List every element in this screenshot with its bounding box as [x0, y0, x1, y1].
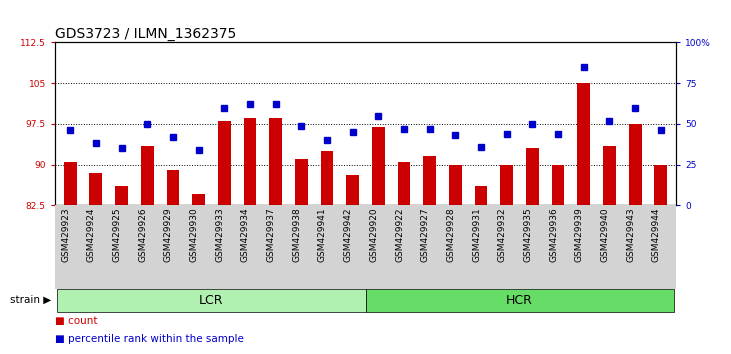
Text: GSM429928: GSM429928 — [447, 207, 455, 262]
Bar — [346, 176, 359, 205]
Text: strain ▶: strain ▶ — [10, 295, 51, 305]
Text: GSM429941: GSM429941 — [318, 207, 327, 262]
Text: GSM429934: GSM429934 — [241, 207, 250, 262]
Bar — [526, 148, 539, 205]
Text: GSM429922: GSM429922 — [395, 207, 404, 262]
Bar — [577, 83, 590, 205]
Text: GSM429943: GSM429943 — [626, 207, 635, 262]
Text: GSM429940: GSM429940 — [600, 207, 610, 262]
Text: GSM429939: GSM429939 — [575, 207, 584, 262]
Bar — [372, 127, 385, 205]
Text: GDS3723 / ILMN_1362375: GDS3723 / ILMN_1362375 — [55, 28, 236, 41]
Bar — [629, 124, 642, 205]
Bar — [398, 162, 410, 205]
Bar — [295, 159, 308, 205]
Text: GSM429942: GSM429942 — [344, 207, 352, 262]
Text: GSM429920: GSM429920 — [369, 207, 379, 262]
Bar — [167, 170, 179, 205]
Text: GSM429924: GSM429924 — [87, 207, 96, 262]
Bar — [500, 165, 513, 205]
Text: GSM429932: GSM429932 — [498, 207, 507, 262]
Bar — [654, 165, 667, 205]
Bar — [449, 165, 462, 205]
Bar — [192, 194, 205, 205]
Text: GSM429927: GSM429927 — [420, 207, 430, 262]
Bar — [89, 173, 102, 205]
Bar — [321, 151, 333, 205]
Bar — [552, 165, 564, 205]
Text: GSM429935: GSM429935 — [523, 207, 532, 262]
Text: GSM429929: GSM429929 — [164, 207, 173, 262]
Text: GSM429944: GSM429944 — [652, 207, 661, 262]
Bar — [603, 145, 616, 205]
Bar — [243, 119, 257, 205]
Text: ■ count: ■ count — [55, 316, 97, 326]
Bar — [474, 186, 488, 205]
Bar — [115, 186, 128, 205]
Text: GSM429933: GSM429933 — [216, 207, 224, 262]
Bar — [141, 145, 154, 205]
Text: GSM429926: GSM429926 — [138, 207, 147, 262]
Text: GSM429936: GSM429936 — [549, 207, 558, 262]
Text: GSM429930: GSM429930 — [189, 207, 199, 262]
Text: GSM429938: GSM429938 — [292, 207, 301, 262]
Bar — [423, 156, 436, 205]
Bar — [269, 119, 282, 205]
Text: GSM429931: GSM429931 — [472, 207, 481, 262]
Text: LCR: LCR — [199, 293, 224, 307]
Bar — [218, 121, 231, 205]
Text: GSM429925: GSM429925 — [113, 207, 121, 262]
Text: HCR: HCR — [506, 293, 533, 307]
Text: GSM429937: GSM429937 — [267, 207, 276, 262]
Bar — [64, 162, 77, 205]
Text: GSM429923: GSM429923 — [61, 207, 70, 262]
Text: ■ percentile rank within the sample: ■ percentile rank within the sample — [55, 334, 243, 344]
